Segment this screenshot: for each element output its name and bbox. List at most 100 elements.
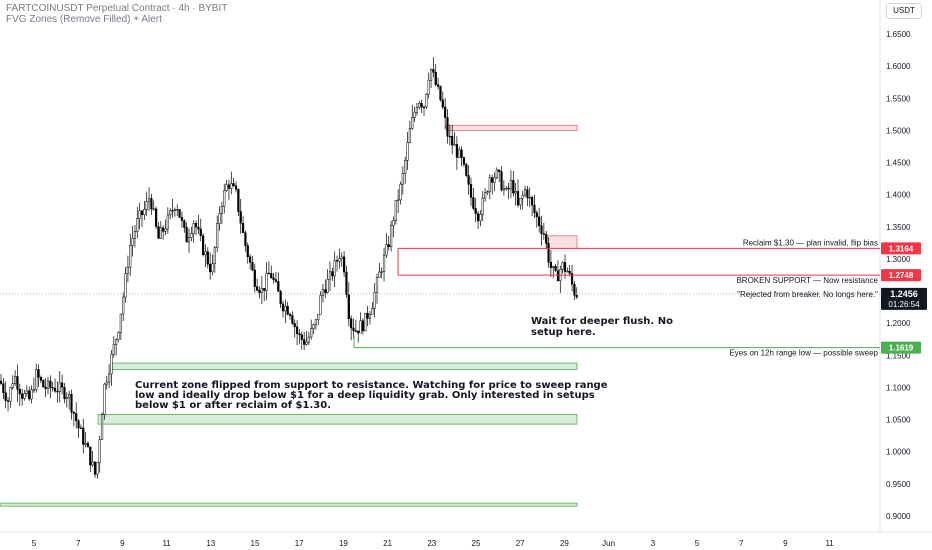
candle-body — [270, 273, 273, 279]
candle — [465, 162, 468, 178]
candle-body — [100, 414, 104, 440]
candle — [239, 198, 242, 234]
candle — [378, 262, 381, 278]
candle — [249, 254, 252, 270]
candle — [514, 183, 517, 206]
candle-body — [117, 332, 120, 340]
candle — [382, 247, 386, 282]
candle — [98, 435, 101, 473]
candle — [176, 204, 179, 217]
candle — [183, 219, 186, 233]
time-tick-label: 11 — [162, 539, 171, 548]
price-tick-label: 1.3000 — [886, 255, 911, 264]
candle-body — [72, 411, 75, 414]
level-price-label: 1.2748 — [889, 271, 914, 280]
candle — [225, 179, 228, 192]
level-note: Reclaim $1.30 — plan invalid, flip bias — [743, 238, 878, 247]
candle-body — [0, 380, 3, 384]
candle-body — [68, 393, 71, 398]
candle-body — [37, 369, 40, 378]
candle — [190, 226, 193, 242]
time-tick-label: 17 — [295, 539, 304, 548]
candle-body — [307, 336, 310, 343]
candle-body — [46, 380, 50, 389]
candle-body — [223, 190, 226, 207]
candle — [115, 338, 118, 356]
candle — [223, 183, 226, 214]
candle-body — [575, 294, 578, 298]
candle-body — [441, 99, 444, 108]
candle-body — [429, 69, 433, 81]
candle — [108, 364, 111, 388]
candle — [89, 446, 92, 472]
candle — [310, 319, 313, 340]
candle — [434, 64, 437, 87]
price-tick-label: 1.6500 — [886, 30, 911, 39]
candle — [140, 209, 144, 228]
candle — [265, 262, 268, 301]
candle-body — [387, 244, 390, 247]
candle-body — [124, 273, 127, 298]
candle-body — [448, 135, 451, 138]
time-tick-label: 11 — [825, 539, 834, 548]
candle-body — [190, 233, 193, 238]
candle-body — [333, 260, 336, 277]
candle — [169, 208, 172, 220]
candle-body — [253, 269, 256, 287]
candle — [44, 378, 47, 398]
candles — [0, 57, 578, 479]
candle — [570, 264, 574, 292]
candle-body — [197, 226, 200, 230]
candle — [32, 377, 35, 393]
candle — [298, 329, 301, 345]
currency-selector[interactable]: USDT — [886, 3, 922, 19]
candle-body — [573, 283, 576, 296]
candle — [540, 215, 543, 246]
candle — [462, 156, 466, 168]
candle-body — [227, 184, 231, 189]
last-price-tag — [881, 287, 927, 310]
candle-body — [183, 220, 186, 228]
candle-body — [531, 197, 534, 206]
level-price-label: 1.3164 — [889, 244, 914, 253]
candle-body — [75, 413, 78, 422]
candle — [385, 233, 388, 259]
candle-body — [437, 84, 440, 87]
candle-body — [352, 327, 355, 331]
candle — [502, 180, 505, 196]
candle — [112, 336, 115, 358]
candle-body — [519, 198, 522, 206]
candle-body — [218, 213, 221, 224]
candle — [375, 273, 379, 304]
candle-body — [552, 265, 555, 268]
candle — [213, 245, 216, 273]
candle — [234, 181, 238, 193]
candle — [75, 402, 78, 429]
candle-body — [164, 228, 167, 232]
time-tick-label: 9 — [120, 539, 125, 548]
candle-body — [185, 227, 188, 243]
candle — [51, 381, 54, 392]
candle-body — [274, 279, 278, 282]
candle-body — [286, 305, 289, 315]
candle-body — [232, 183, 235, 186]
candle-body — [498, 169, 501, 172]
candle — [422, 105, 426, 116]
candle — [519, 197, 522, 210]
candle — [284, 299, 287, 324]
candle-body — [180, 217, 184, 221]
candle-body — [2, 383, 5, 393]
candle — [479, 210, 482, 227]
price-tick-label: 0.9500 — [886, 480, 911, 489]
time-tick-label: Jun — [602, 539, 615, 548]
candle — [157, 222, 160, 239]
candle — [535, 210, 538, 228]
candle-body — [133, 231, 137, 239]
candle — [4, 381, 7, 409]
candle — [472, 188, 475, 211]
candle-body — [533, 204, 536, 213]
candle-body — [192, 223, 195, 234]
candle-body — [260, 288, 263, 294]
candle — [124, 266, 127, 303]
